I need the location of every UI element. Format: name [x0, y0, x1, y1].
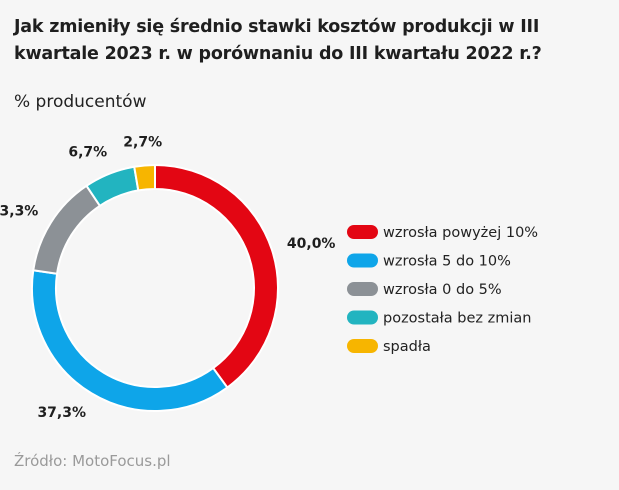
legend-swatch-pozostala-bez-zmian	[347, 310, 378, 325]
data-label-spadla: 2,7%	[123, 135, 162, 151]
chart-title: Jak zmieniły się średnio stawki kosztów …	[14, 17, 542, 64]
data-label-wzrosla-0-do-5: 13,3%	[0, 204, 38, 220]
legend-label-spadla: spadła	[383, 339, 431, 355]
slice-wzrosla-5-do-10	[31, 269, 229, 412]
data-label-wzrosla-5-do-10: 37,3%	[37, 405, 86, 421]
legend-swatch-wzrosla-0-do-5	[347, 282, 378, 296]
legend-label-wzrosla-5-do-10: wzrosła 5 do 10%	[383, 254, 511, 270]
legend-label-wzrosla-0-do-5: wzrosła 0 do 5%	[383, 282, 502, 298]
legend-label-pozostala-bez-zmian: pozostała bez zmian	[383, 311, 531, 327]
legend-swatch-wzrosla-5-do-10	[347, 253, 378, 268]
slice-spadla	[133, 163, 156, 192]
chart-subtitle: % producentów	[14, 92, 147, 112]
data-label-pozostala-bez-zmian: 6,7%	[68, 144, 107, 160]
legend-swatch-wzrosla-powyzej-10	[347, 225, 378, 239]
legend-label-wzrosla-powyzej-10: wzrosła powyżej 10%	[383, 225, 538, 241]
slice-wzrosla-0-do-5	[32, 184, 102, 275]
source-note: Źródło: MotoFocus.pl	[14, 452, 171, 470]
legend-swatch-spadla	[347, 339, 378, 353]
slice-wzrosla-powyzej-10	[154, 163, 279, 389]
data-label-wzrosla-powyzej-10: 40,0%	[287, 236, 336, 252]
